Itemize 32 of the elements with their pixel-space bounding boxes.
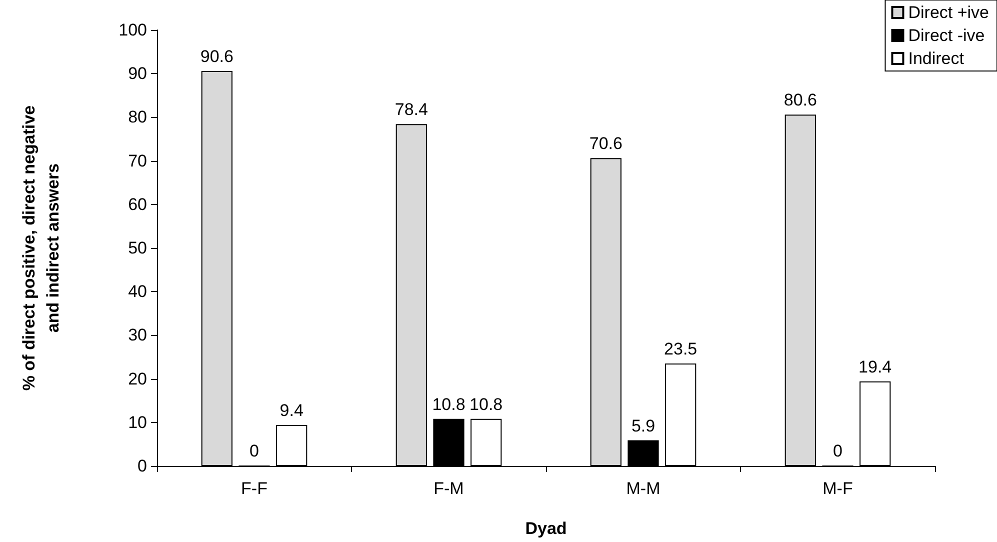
y-tick-label: 0 xyxy=(138,456,147,476)
y-axis-title: % of direct positive, direct negative and indirect answers xyxy=(20,105,62,391)
y-tick-label: 100 xyxy=(118,20,147,40)
data-label: 80.6 xyxy=(784,90,817,110)
y-tick-label: 50 xyxy=(128,238,147,258)
data-label: 0 xyxy=(833,442,842,460)
data-label: 19.4 xyxy=(858,357,892,376)
y-tick-label: 70 xyxy=(128,151,147,170)
data-label: 70.6 xyxy=(589,134,622,154)
legend-label: Direct -ive xyxy=(908,26,985,45)
data-label: 10.8 xyxy=(470,394,503,414)
data-label: 10.8 xyxy=(432,394,466,414)
x-axis-title: Dyad xyxy=(525,519,567,538)
data-label: 78.4 xyxy=(394,100,428,120)
y-tick-label: 10 xyxy=(128,412,147,432)
y-tick-label: 90 xyxy=(128,64,147,84)
x-tick-label: F-M xyxy=(434,479,464,498)
y-tick-label: 40 xyxy=(128,282,147,302)
legend-label: Direct +ive xyxy=(908,3,990,22)
legend-label: Indirect xyxy=(908,49,964,68)
x-tick-label: M-M xyxy=(626,479,660,498)
data-label: 0 xyxy=(250,442,259,460)
data-label: 23.5 xyxy=(664,340,698,359)
data-label: 5.9 xyxy=(631,416,656,436)
x-tick-label: F-F xyxy=(241,479,268,498)
y-tick-label: 60 xyxy=(128,194,147,214)
data-label: 90.6 xyxy=(200,46,234,66)
x-tick-label: M-F xyxy=(822,479,853,498)
y-tick-label: 30 xyxy=(128,326,147,345)
y-tick-label: 20 xyxy=(128,369,147,388)
y-tick-label: 80 xyxy=(128,108,147,127)
data-label: 9.4 xyxy=(280,401,304,420)
